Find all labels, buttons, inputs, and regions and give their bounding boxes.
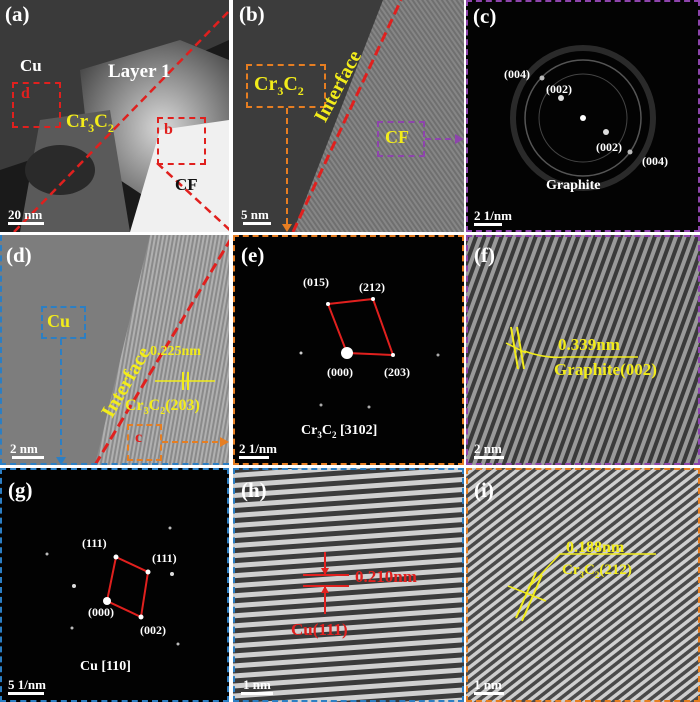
panel-label-d: (d) bbox=[6, 243, 32, 267]
scale-bar-g bbox=[8, 692, 44, 695]
index-000-g: (000) bbox=[88, 605, 114, 619]
plane-label-d: Cr3C2(203) bbox=[125, 397, 200, 418]
zone-axis-e: Cr3C2 [3102] bbox=[301, 423, 378, 440]
scale-label-d: 2 nm bbox=[10, 441, 38, 456]
scale-bar-a bbox=[8, 222, 44, 225]
hrtem-image-d bbox=[0, 235, 229, 465]
spacing-label-f: 0.339nm bbox=[558, 335, 620, 354]
panel-h: (h) 0.210nm Cu(111) 1 nm bbox=[233, 468, 464, 702]
label-cf-a: CF bbox=[175, 175, 198, 194]
scale-bar-f bbox=[474, 456, 504, 459]
label-layer-1: Layer 1 bbox=[108, 61, 171, 82]
scale-label-c: 2 1/nm bbox=[474, 208, 512, 223]
ifft-image-h bbox=[233, 468, 464, 702]
index-002-bottom: (002) bbox=[596, 140, 622, 154]
scale-bar-i bbox=[474, 692, 504, 695]
index-000: (000) bbox=[327, 365, 353, 379]
region-box-b-label: b bbox=[164, 121, 173, 138]
scale-bar-h bbox=[241, 692, 273, 695]
ifft-image-f bbox=[466, 235, 700, 465]
panel-f: (f) 0.339nm Graphite(002) 2 nm bbox=[466, 235, 700, 465]
index-203: (203) bbox=[384, 365, 410, 379]
panel-a: (a) Cu Layer 1 Cr3C2 d b CF 20 nm bbox=[0, 0, 229, 232]
index-015: (015) bbox=[303, 275, 329, 289]
panel-g: (g) (111) (111) (000) (002) Cu [110] 5 1… bbox=[0, 468, 229, 702]
label-cu-a: Cu bbox=[20, 56, 42, 75]
ifft-image-i bbox=[466, 468, 700, 702]
panel-c: (c) (004) (002) (002) (004) Graphite 2 1… bbox=[466, 0, 700, 232]
index-004-top: (004) bbox=[504, 67, 530, 81]
scale-bar-d bbox=[12, 456, 44, 459]
stem-image-a bbox=[0, 0, 229, 232]
panel-label-b: (b) bbox=[239, 2, 265, 26]
spacing-label-d: 0.225nm bbox=[150, 344, 201, 359]
panel-label-a: (a) bbox=[5, 2, 30, 26]
panel-label-e: (e) bbox=[241, 243, 265, 267]
label-graphite: Graphite bbox=[546, 178, 601, 193]
panel-d: (d) Cu Interface 0.225nm Cr3C2(203) c 2 … bbox=[0, 235, 229, 465]
index-212: (212) bbox=[359, 280, 385, 294]
panel-label-h: (h) bbox=[241, 478, 267, 502]
index-111-left: (111) bbox=[82, 536, 107, 550]
plane-label-i: Cr3C2(212) bbox=[562, 562, 632, 580]
region-box-d-label: d bbox=[21, 85, 30, 102]
plane-label-f: Graphite(002) bbox=[554, 360, 657, 379]
saed-pattern-e bbox=[233, 235, 464, 465]
scale-label-i: 1 nm bbox=[474, 677, 502, 692]
scale-label-b: 5 nm bbox=[241, 207, 269, 222]
scale-label-e: 2 1/nm bbox=[239, 441, 277, 456]
label-phase-a: Cr3C2 bbox=[66, 111, 114, 135]
panel-label-g: (g) bbox=[8, 478, 33, 502]
panel-label-i: (i) bbox=[474, 478, 494, 502]
panel-b: (b) Cr3C2 Interface CF 5 nm bbox=[233, 0, 464, 232]
panel-i: (i) 0.188nm Cr3C2(212) 1 nm bbox=[466, 468, 700, 702]
index-111-right: (111) bbox=[152, 551, 177, 565]
index-004-bottom: (004) bbox=[642, 154, 668, 168]
spacing-label-h: 0.210nm bbox=[355, 567, 417, 586]
panel-label-f: (f) bbox=[474, 243, 495, 267]
panel-label-c: (c) bbox=[473, 4, 497, 28]
index-002-top: (002) bbox=[546, 82, 572, 96]
index-002-g: (002) bbox=[140, 623, 166, 637]
hrtem-image-b bbox=[233, 0, 464, 232]
scale-label-f: 2 nm bbox=[474, 441, 502, 456]
zone-axis-g: Cu [110] bbox=[80, 659, 131, 674]
scale-bar-e bbox=[239, 456, 269, 459]
spacing-label-i: 0.188nm bbox=[566, 539, 625, 556]
label-cu-d: Cu bbox=[47, 311, 71, 331]
scale-label-g: 5 1/nm bbox=[8, 677, 46, 692]
plane-label-h: Cu(111) bbox=[291, 620, 348, 639]
label-cf-b: CF bbox=[385, 127, 409, 147]
scale-label-a: 20 nm bbox=[8, 207, 43, 222]
panel-e: (e) (015) (212) (000) (203) Cr3C2 [3102]… bbox=[233, 235, 464, 465]
region-box-c-label: c bbox=[135, 429, 143, 446]
scale-bar-b bbox=[243, 222, 271, 225]
scale-label-h: 1 nm bbox=[243, 677, 271, 692]
fft-pattern-c bbox=[466, 0, 700, 232]
scale-bar-c bbox=[474, 223, 502, 226]
label-phase-b: Cr3C2 bbox=[254, 73, 304, 98]
saed-pattern-g bbox=[0, 468, 229, 702]
